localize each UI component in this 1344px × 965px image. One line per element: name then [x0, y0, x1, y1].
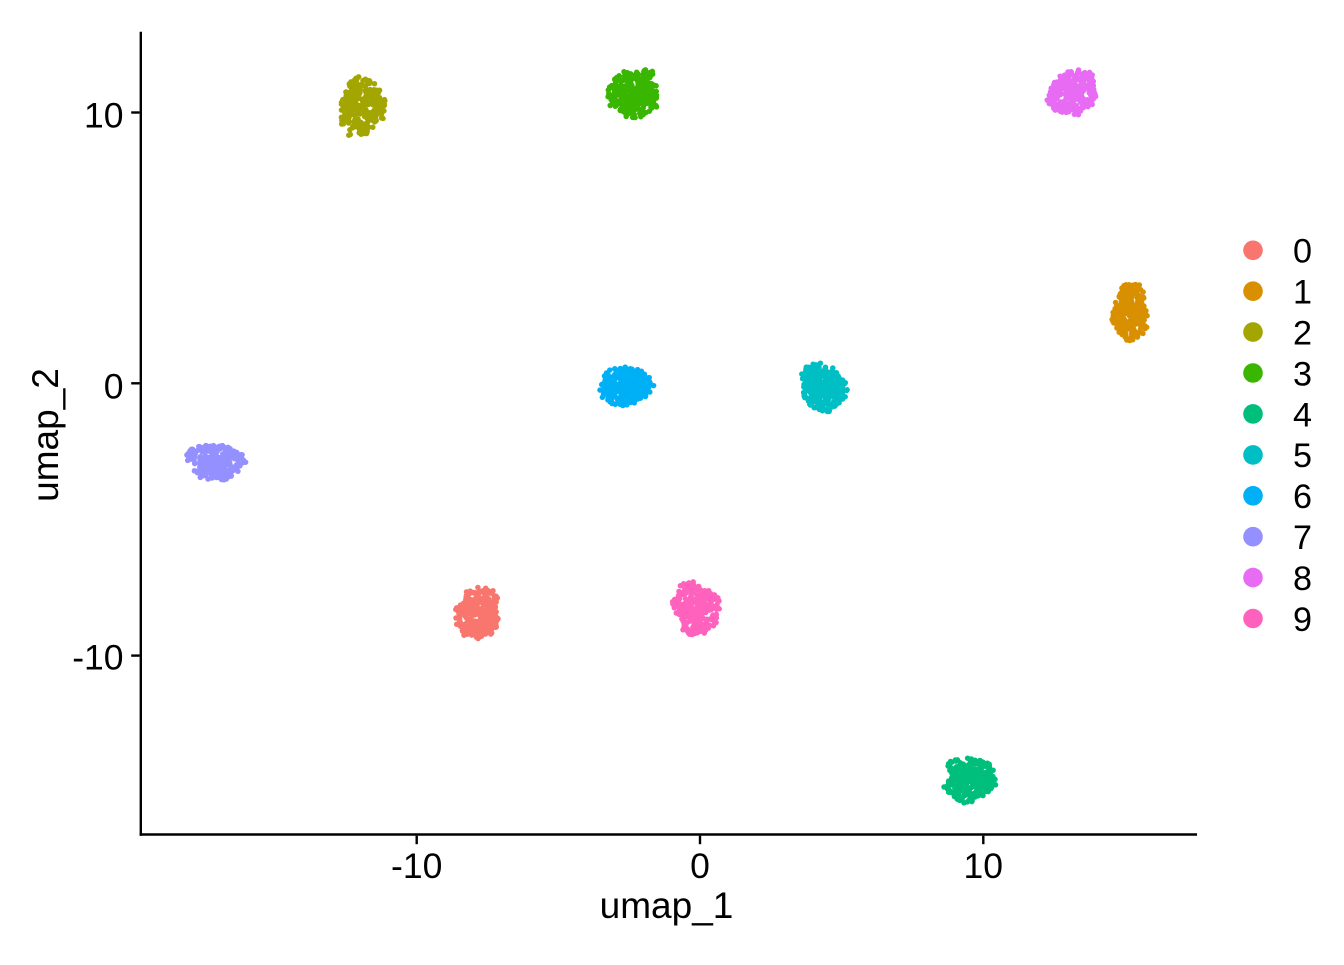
svg-text:3: 3 — [1293, 355, 1312, 393]
svg-text:10: 10 — [964, 846, 1004, 886]
svg-text:-10: -10 — [391, 846, 442, 886]
svg-text:-10: -10 — [72, 638, 123, 678]
svg-text:1: 1 — [1293, 274, 1312, 312]
svg-text:10: 10 — [84, 96, 124, 136]
svg-text:5: 5 — [1293, 437, 1312, 475]
svg-text:8: 8 — [1293, 560, 1312, 598]
svg-text:0: 0 — [104, 366, 124, 406]
svg-text:2: 2 — [1293, 315, 1312, 353]
svg-text:0: 0 — [1293, 233, 1312, 271]
svg-text:0: 0 — [690, 846, 710, 886]
svg-text:4: 4 — [1293, 396, 1312, 434]
svg-text:umap_1: umap_1 — [600, 885, 734, 926]
svg-text:umap_2: umap_2 — [25, 368, 66, 502]
svg-text:7: 7 — [1293, 519, 1312, 557]
svg-text:9: 9 — [1293, 601, 1312, 639]
svg-text:6: 6 — [1293, 478, 1312, 516]
